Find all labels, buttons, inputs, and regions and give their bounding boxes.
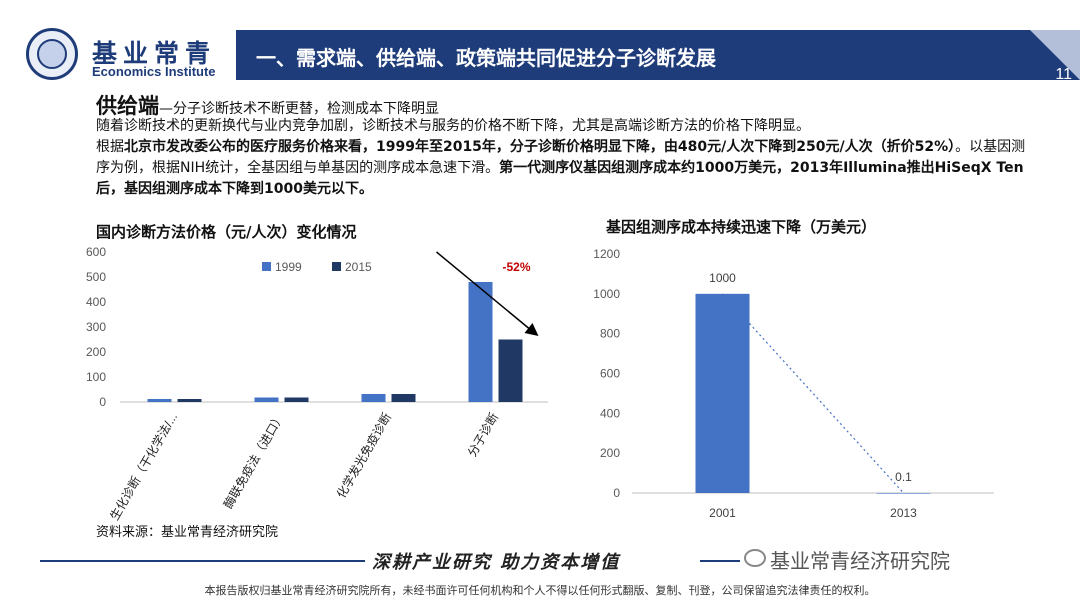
chart1-bar-2015 xyxy=(391,394,416,402)
chart2-x-tick: 2013 xyxy=(890,506,917,520)
sub-heading: 供给端—分子诊断技术不断更替，检测成本下降明显 xyxy=(96,90,439,120)
chart2-y-tick: 1000 xyxy=(593,287,620,301)
chart2-y-tick: 200 xyxy=(600,446,620,460)
para2-d: 第一代测序仪基因组测序成本约1000万美元，2013年Illumina推出HiS… xyxy=(96,160,1024,197)
chart1-x-tick: 化学发光免疫诊断 xyxy=(333,410,394,501)
slogan-line-right xyxy=(700,560,740,562)
chart2-y-tick: 600 xyxy=(600,367,620,381)
chart1-x-tick: 生化诊断（干化学法/... xyxy=(106,410,180,523)
chart1-arrow-head xyxy=(524,323,539,336)
slogan: 深耕产业研究 助力资本增值 xyxy=(372,552,621,573)
wechat-icon xyxy=(744,549,766,567)
chart1-legend-label: 2015 xyxy=(345,260,372,274)
source-note: 资料来源：基业常青经济研究院 xyxy=(96,525,279,540)
sub-heading-rest: —分子诊断技术不断更替，检测成本下降明显 xyxy=(159,101,439,117)
logo-en-text: Economics Institute xyxy=(92,64,216,79)
title-bar: 一、需求端、供给端、政策端共同促进分子诊断发展 11 xyxy=(236,30,1080,83)
chart2-bar xyxy=(695,293,750,493)
chart2-y-tick: 800 xyxy=(600,327,620,341)
slogan-line-left xyxy=(40,560,365,562)
chart2-y-tick: 1200 xyxy=(593,247,620,261)
para2-b: 北京市发改委公布的医疗服务价格来看，1999年至2015年，分子诊断价格明显下降… xyxy=(124,139,956,155)
chart1-bar-1999 xyxy=(468,282,493,402)
chart1-bar-1999 xyxy=(147,399,172,402)
para2-c: 。以基因测序为例，根据NIH统计，全基因组与单基因的测序成本急速下滑。 xyxy=(96,139,1026,176)
page-number: 11 xyxy=(1055,66,1072,83)
logo-cn-text: 基业常青 xyxy=(92,39,217,68)
chart2-data-label: 0.1 xyxy=(895,470,912,484)
chart2-y-tick: 400 xyxy=(600,406,620,420)
chart2-y-tick: 0 xyxy=(613,486,620,500)
chart1-x-tick: 酶联免疫法（进口） xyxy=(220,410,287,511)
sub-heading-bold: 供给端 xyxy=(96,94,159,118)
chart1-legend-swatch-2015 xyxy=(332,262,341,271)
paragraph-1: 随着诊断技术的更新换代与业内竞争加剧，诊断技术与服务的价格不断下降，尤其是高端诊… xyxy=(96,118,810,134)
chart1-x-tick: 分子诊断 xyxy=(464,410,501,459)
chart1-legend-swatch-1999 xyxy=(262,262,271,271)
chart1-bar-2015 xyxy=(284,397,309,402)
chart1-bar-1999 xyxy=(254,397,279,402)
para2-a: 根据 xyxy=(96,139,124,155)
chart2-x-tick: 2001 xyxy=(709,506,736,520)
chart1-trend-arrow xyxy=(436,251,535,334)
chart1-bar-2015 xyxy=(498,339,523,402)
chart2-title: 基因组测序成本持续迅速下降（万美元） xyxy=(606,218,877,236)
chart1-y-tick: 600 xyxy=(86,245,106,259)
chart1-y-tick: 200 xyxy=(86,345,106,359)
copyright-notice: 本报告版权归基业常青经济研究院所有，未经书面许可任何机构和个人不得以任何形式翻版… xyxy=(204,584,876,597)
chart2-trendline xyxy=(722,293,904,494)
chart2-bar xyxy=(876,492,931,494)
chart1-annotation: -52% xyxy=(503,260,531,274)
chart2-data-label: 1000 xyxy=(709,271,736,285)
chart1-y-tick: 100 xyxy=(86,370,106,384)
paragraph-2: 根据北京市发改委公布的医疗服务价格来看，1999年至2015年，分子诊断价格明显… xyxy=(96,137,1026,200)
chart1-bar-1999 xyxy=(361,394,386,402)
body-text: 随着诊断技术的更新换代与业内竞争加剧，诊断技术与服务的价格不断下降，尤其是高端诊… xyxy=(96,116,1026,200)
wechat-account: 基业常青经济研究院 xyxy=(770,549,950,573)
chart1-title: 国内诊断方法价格（元/人次）变化情况 xyxy=(96,223,357,241)
chart1-y-tick: 0 xyxy=(99,395,106,409)
institute-logo xyxy=(26,28,78,80)
chart1-y-tick: 300 xyxy=(86,320,106,334)
chart1-bar-2015 xyxy=(177,399,202,402)
chart1-legend-label: 1999 xyxy=(275,260,302,274)
chart1-y-tick: 500 xyxy=(86,270,106,284)
chart1-y-tick: 400 xyxy=(86,295,106,309)
page-title: 一、需求端、供给端、政策端共同促进分子诊断发展 xyxy=(256,46,716,70)
